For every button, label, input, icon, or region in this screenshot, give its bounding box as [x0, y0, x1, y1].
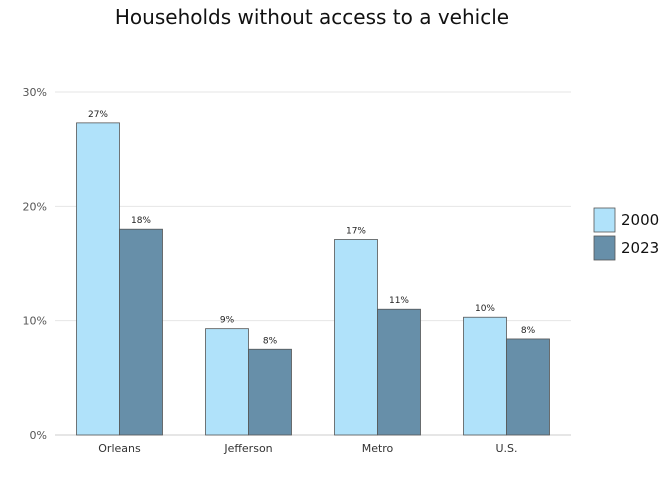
- y-tick-label: 0%: [30, 429, 47, 442]
- y-tick-label: 20%: [23, 200, 47, 213]
- x-tick-label: U.S.: [495, 442, 517, 455]
- data-label: 11%: [389, 296, 409, 306]
- legend-label: 2023: [621, 239, 659, 257]
- bar-metro-2000: [334, 239, 378, 436]
- x-tick-label: Orleans: [98, 442, 141, 455]
- bar-us-2023: [506, 338, 550, 436]
- bar-jefferson-2000: [205, 328, 249, 436]
- bar-orleans-2023: [119, 228, 163, 436]
- legend-label: 2000: [621, 211, 659, 229]
- chart-title: Households without access to a vehicle: [114, 5, 510, 29]
- x-tick-label: Jefferson: [223, 442, 272, 455]
- data-label: 17%: [346, 226, 366, 236]
- legend-swatch-2000: [593, 207, 616, 233]
- x-tick-label: Metro: [362, 442, 394, 455]
- bar-jefferson-2023: [248, 348, 292, 436]
- y-tick-label: 30%: [23, 86, 47, 99]
- legend-swatch-2023: [593, 235, 616, 261]
- data-label: 18%: [131, 216, 151, 226]
- bar-metro-2023: [377, 308, 421, 436]
- y-tick-label: 10%: [23, 315, 47, 328]
- data-label: 10%: [475, 304, 495, 314]
- data-label: 8%: [521, 326, 536, 336]
- bar-orleans-2000: [76, 122, 120, 436]
- data-label: 9%: [220, 316, 235, 326]
- data-label: 8%: [263, 336, 278, 346]
- bar-us-2000: [463, 316, 507, 436]
- data-label: 27%: [88, 110, 108, 120]
